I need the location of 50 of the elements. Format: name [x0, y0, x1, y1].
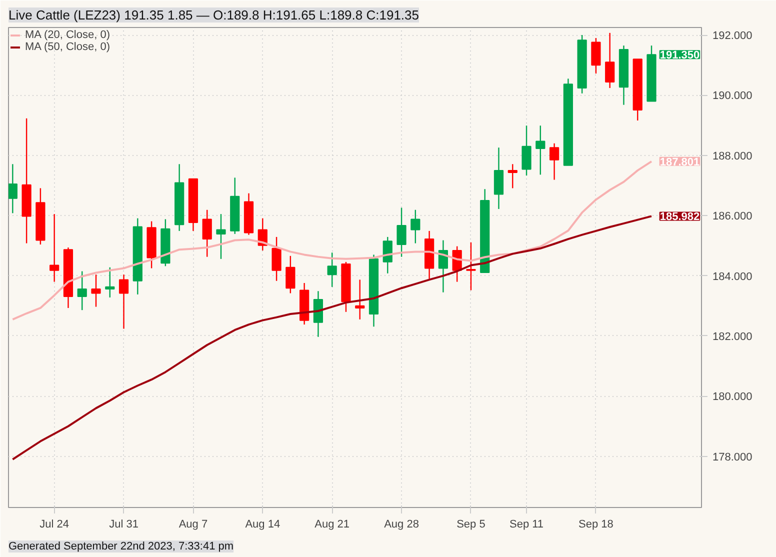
text: Generated September 22nd 2023, 7:33:41 pm — [8, 540, 234, 552]
candlestick — [327, 252, 337, 288]
candlestick — [118, 274, 129, 330]
line-series — [12, 215, 653, 460]
x-tick-label: Sep 11 — [509, 518, 544, 530]
legend-label: MA (50, Close, 0) — [25, 41, 110, 53]
candlestick — [202, 209, 212, 258]
candlestick — [466, 242, 476, 291]
text: 185.982 — [660, 211, 700, 224]
x-tick-label: Aug 21 — [314, 518, 350, 530]
x-tick-label: Jul 24 — [40, 518, 70, 530]
y-tick-label: 192.000 — [712, 30, 752, 42]
y-tick-label: 180.000 — [712, 391, 752, 404]
x-tick-label: Aug 7 — [178, 518, 208, 530]
candlestick — [105, 266, 115, 298]
candlestick — [313, 290, 324, 338]
y-tick-label: 188.000 — [712, 150, 752, 162]
candlestick — [396, 207, 406, 258]
candlestick — [522, 125, 532, 176]
candlestick — [508, 164, 518, 189]
candlestick — [382, 236, 392, 274]
candlestick — [8, 164, 18, 214]
legend-label: MA (20, Close, 0) — [25, 29, 110, 41]
x-tick-label: Sep 18 — [578, 518, 614, 530]
x-tick-label: Aug 14 — [245, 518, 280, 530]
candlestick — [216, 213, 226, 260]
y-tick-label: 178.000 — [712, 451, 752, 464]
candlestick — [536, 125, 546, 176]
candlestick — [549, 142, 560, 180]
y-tick-label: 184.000 — [712, 270, 752, 283]
candlestick — [77, 270, 87, 311]
candlestick — [50, 213, 60, 282]
candlestick — [591, 37, 601, 74]
y-tick-label: 186.000 — [712, 210, 752, 223]
candlestick — [605, 32, 615, 89]
x-tick-label: Sep 5 — [456, 518, 486, 530]
x-tick-label: Aug 28 — [384, 518, 419, 530]
chart-title: Live Cattle (LEZ23) 191.35 1.85 — O:189.8 H:191.65 L:189.8 C:191.35 — [8, 8, 419, 22]
text: 191.350 — [660, 50, 700, 62]
candlestick — [91, 274, 101, 308]
candlestick — [494, 146, 504, 210]
y-tick-label: 182.000 — [712, 330, 752, 343]
line-series — [12, 160, 653, 320]
text: 187.801 — [660, 156, 700, 168]
candlestick — [355, 279, 365, 320]
candlestick — [272, 236, 282, 282]
candlestick — [410, 209, 420, 244]
y-tick-label: 190.000 — [712, 90, 752, 102]
candlestick — [286, 255, 296, 294]
x-tick-label: Jul 31 — [109, 518, 138, 530]
